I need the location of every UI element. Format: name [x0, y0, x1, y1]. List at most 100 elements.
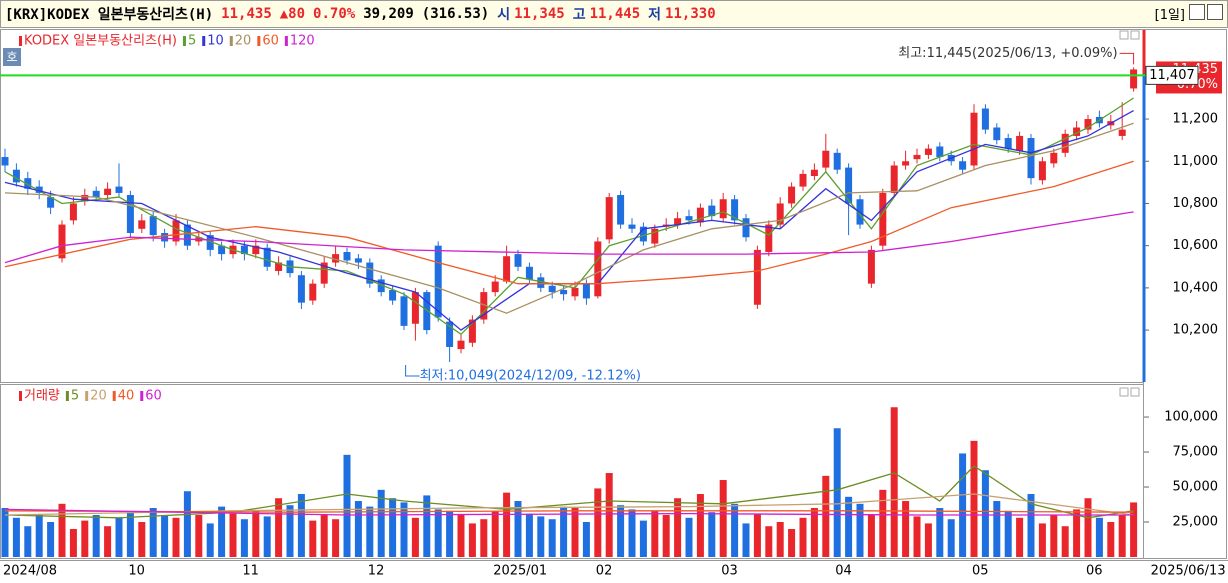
current-label: 11,407 — [1149, 68, 1195, 83]
quote-button[interactable]: 호 — [3, 48, 21, 66]
volume-bar — [468, 523, 476, 557]
annotation-arrow — [1119, 52, 1135, 65]
candle-body — [240, 245, 248, 255]
candle-body — [1027, 138, 1035, 179]
legend-entry: 120 — [290, 34, 315, 49]
volume-bar — [47, 522, 55, 557]
volume-bar — [1084, 498, 1092, 557]
panel-icon[interactable] — [1119, 387, 1129, 397]
volume-bar — [377, 489, 385, 557]
candle-body — [149, 216, 157, 236]
candle-body — [400, 296, 408, 326]
candle-body — [1004, 138, 1012, 149]
candle-body — [309, 283, 317, 301]
candle-body — [1016, 135, 1024, 151]
volume-bar — [400, 502, 408, 557]
candle-body — [571, 287, 579, 297]
volume-bar — [822, 475, 830, 557]
candle-body — [1073, 127, 1081, 136]
volume-bar — [981, 470, 989, 557]
panel-icon[interactable] — [1119, 30, 1129, 40]
candle-body — [1130, 69, 1138, 89]
candle-body — [548, 285, 556, 293]
change-pct: 0.70% — [313, 6, 356, 22]
candle-body — [1118, 129, 1126, 136]
x-tick-label: 11 — [242, 564, 259, 579]
candle-body — [161, 233, 169, 242]
x-tick-label: 10 — [128, 564, 145, 579]
volume-bar — [309, 520, 317, 557]
volume-bar — [35, 515, 43, 557]
candle-body — [343, 252, 351, 261]
volume-bar — [12, 517, 20, 557]
volume-bar — [480, 519, 488, 557]
candle-body — [503, 256, 511, 282]
candle-body — [879, 192, 887, 246]
candle-body — [525, 266, 533, 280]
volume-bar — [503, 492, 511, 557]
close[interactable] — [1207, 4, 1223, 20]
period[interactable]: [1일] — [1154, 8, 1185, 23]
panel-icon[interactable] — [1130, 30, 1140, 40]
y-tick-label: 75,000 — [1173, 445, 1219, 460]
candle-body — [263, 247, 271, 267]
x-tick-label: 06 — [1086, 564, 1103, 579]
x-tick-label: 03 — [721, 564, 738, 579]
candle-body — [92, 190, 100, 198]
candle-body — [731, 199, 739, 221]
y-tick-label: 50,000 — [1173, 480, 1219, 495]
volume-bar — [1130, 502, 1138, 557]
legend-marker — [112, 391, 116, 401]
y-tick-label: 10,400 — [1173, 280, 1219, 295]
candle-body — [446, 321, 454, 347]
candle-body — [12, 169, 20, 183]
candle-body — [605, 197, 613, 240]
candle-body — [617, 195, 625, 225]
candle-body — [594, 241, 602, 297]
panel-icon[interactable] — [1130, 387, 1140, 397]
volume-bar — [149, 508, 157, 557]
volume-bar — [525, 513, 533, 557]
candle-body — [822, 150, 830, 168]
volume-bar — [845, 496, 853, 557]
candle-body — [206, 235, 214, 250]
candle-body — [674, 218, 682, 225]
maximize[interactable] — [1189, 4, 1205, 20]
high-annotation: 최고:11,445(2025/06/13, +0.09%) — [898, 46, 1117, 61]
volume-bar — [731, 503, 739, 557]
candle-body — [423, 292, 431, 331]
candle-body — [480, 292, 488, 320]
volume-bar — [582, 522, 590, 557]
candle-body — [126, 195, 134, 234]
volume-bar — [275, 498, 283, 557]
volume-bar — [126, 512, 134, 557]
candle-body — [685, 216, 693, 221]
volume-bar — [389, 498, 397, 557]
volume-bar — [765, 526, 773, 557]
candle-body — [628, 224, 636, 229]
volume-bar — [719, 480, 727, 557]
volume-bar — [320, 515, 328, 557]
volume-bar — [343, 454, 351, 557]
candle-body — [902, 161, 910, 166]
candle-body — [651, 228, 659, 244]
volume-bar — [1038, 523, 1046, 557]
price: 11,435 — [221, 6, 272, 22]
x-tick-label: 02 — [596, 564, 613, 579]
x-tick-label: 2024/08 — [3, 564, 57, 579]
volume-bar — [423, 495, 431, 557]
volume-bar — [651, 510, 659, 557]
x-tick-label: 2025/01 — [493, 564, 547, 579]
candle-body — [959, 161, 967, 170]
candle-body — [457, 340, 465, 350]
legend-entry: 10 — [207, 34, 224, 49]
volume-bar — [1107, 522, 1115, 557]
volume-bar — [434, 509, 442, 557]
candle-body — [810, 169, 818, 177]
candle-body — [765, 224, 773, 253]
low-label: 저 — [648, 7, 662, 23]
x-tick-label: 04 — [835, 564, 852, 579]
volume-bar — [605, 473, 613, 557]
volume-bar — [491, 510, 499, 557]
volume-bar — [195, 515, 203, 557]
